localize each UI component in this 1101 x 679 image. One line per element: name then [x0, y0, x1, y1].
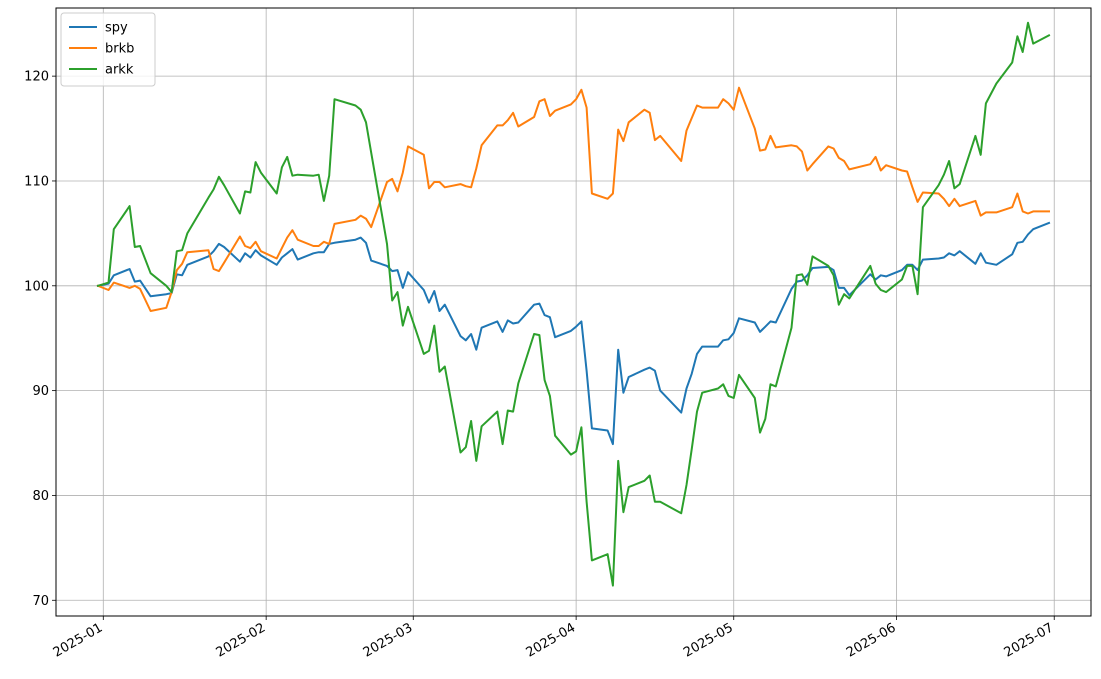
x-axis-ticks: 2025-01 2025-02 2025-03 2025-04 2025-05 2025-…	[51, 616, 1056, 661]
legend-label-spy: spy	[105, 21, 128, 36]
x-tick-label: 2025-05	[681, 620, 736, 660]
y-axis-ticks: 70 80 90 100 110 120	[24, 70, 56, 609]
y-tick-label: 70	[32, 594, 49, 609]
legend-box	[60, 12, 156, 87]
x-tick-label: 2025-01	[51, 620, 106, 660]
grid	[56, 8, 1091, 616]
y-tick-label: 90	[32, 384, 49, 399]
x-tick-label: 2025-02	[214, 620, 269, 660]
x-tick-label: 2025-04	[524, 620, 579, 660]
series-line-spy	[96, 221, 1051, 446]
legend-label-brkb: brkb	[105, 42, 134, 57]
legend-label-arkk: arkk	[105, 63, 134, 78]
legend: spy brkb arkk	[60, 12, 156, 87]
plot-frame	[55, 7, 1092, 617]
y-tick-label: 100	[24, 279, 49, 294]
series-lines	[96, 21, 1051, 587]
x-tick-label: 2025-06	[844, 620, 899, 660]
x-tick-label: 2025-03	[361, 620, 416, 660]
y-tick-label: 120	[24, 70, 49, 85]
x-tick-label: 2025-07	[1002, 620, 1057, 660]
y-tick-label: 110	[24, 174, 49, 189]
series-line-arkk	[96, 21, 1051, 587]
y-tick-label: 80	[32, 489, 49, 504]
series-line-brkb	[96, 86, 1050, 312]
